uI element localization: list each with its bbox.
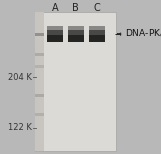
Bar (89, 38, 105, 40)
Bar (47, 31, 63, 32)
Bar (68, 28, 84, 29)
Bar (35, 12, 44, 151)
Bar (47, 29, 63, 30)
Bar (35, 94, 44, 97)
Bar (47, 38, 63, 40)
Bar (47, 32, 63, 33)
Bar (89, 32, 105, 33)
Bar (68, 27, 84, 28)
Bar (68, 26, 84, 27)
Text: B: B (72, 3, 79, 13)
Bar (68, 40, 84, 41)
Bar (47, 37, 63, 38)
Bar (68, 41, 84, 42)
Bar (89, 37, 105, 38)
Bar (35, 12, 116, 151)
Bar (68, 31, 84, 32)
Bar (47, 30, 63, 31)
Bar (89, 41, 105, 42)
Bar (89, 26, 105, 27)
Bar (35, 65, 44, 68)
Bar (89, 36, 105, 37)
Bar (35, 33, 44, 36)
Bar (68, 33, 84, 34)
Text: 204 K: 204 K (8, 73, 32, 81)
Bar (89, 28, 105, 29)
Bar (89, 33, 105, 34)
Bar (47, 34, 63, 35)
Bar (35, 113, 44, 116)
Bar (47, 36, 63, 37)
Bar (68, 29, 84, 30)
Bar (68, 35, 84, 36)
Bar (47, 33, 63, 34)
Bar (89, 30, 105, 31)
Bar (68, 30, 84, 31)
Bar (35, 53, 44, 56)
Bar (89, 31, 105, 32)
Bar (68, 32, 84, 33)
Bar (68, 37, 84, 38)
Bar (68, 34, 84, 35)
Text: 122 K: 122 K (8, 123, 32, 132)
Bar (47, 26, 63, 27)
Bar (89, 27, 105, 28)
Bar (89, 40, 105, 41)
Text: DNA-PK$_{\mathregular{CS}}$: DNA-PK$_{\mathregular{CS}}$ (125, 28, 161, 40)
Bar (68, 38, 84, 40)
Bar (47, 41, 63, 42)
Bar (47, 35, 63, 36)
Bar (89, 35, 105, 36)
Bar (89, 29, 105, 30)
Bar (47, 27, 63, 28)
Bar (89, 34, 105, 35)
Bar (68, 36, 84, 37)
Bar (47, 28, 63, 29)
Bar (47, 40, 63, 41)
Text: C: C (93, 3, 100, 13)
Text: A: A (51, 3, 58, 13)
